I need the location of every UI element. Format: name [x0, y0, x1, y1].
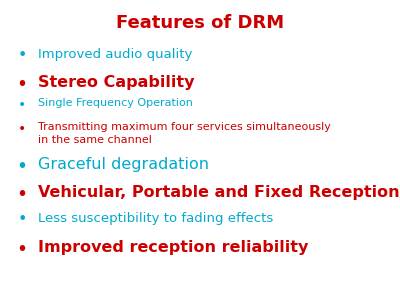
Text: •: • — [16, 75, 28, 94]
Text: Graceful degradation: Graceful degradation — [38, 157, 209, 172]
Text: Vehicular, Portable and Fixed Reception: Vehicular, Portable and Fixed Reception — [38, 184, 400, 200]
Text: Features of DRM: Features of DRM — [116, 14, 284, 32]
Text: •: • — [16, 184, 28, 203]
Text: Stereo Capability: Stereo Capability — [38, 75, 194, 90]
Text: •: • — [18, 122, 26, 136]
Text: •: • — [17, 212, 27, 227]
Text: •: • — [18, 98, 26, 112]
Text: Less susceptibility to fading effects: Less susceptibility to fading effects — [38, 212, 273, 225]
Text: •: • — [16, 157, 28, 175]
Text: Single Frequency Operation: Single Frequency Operation — [38, 98, 193, 108]
Text: Transmitting maximum four services simultaneously
in the same channel: Transmitting maximum four services simul… — [38, 122, 331, 145]
Text: Improved audio quality: Improved audio quality — [38, 48, 192, 61]
Text: Improved reception reliability: Improved reception reliability — [38, 240, 308, 255]
Text: •: • — [17, 48, 27, 63]
Text: •: • — [16, 240, 28, 259]
